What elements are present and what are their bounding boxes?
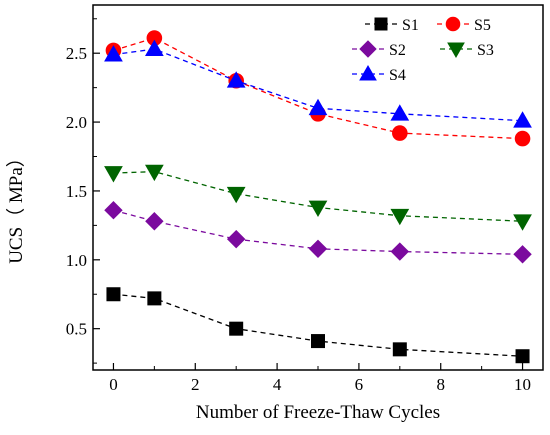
- y-tick-label: 1.5: [66, 182, 87, 201]
- series-line: [113, 48, 523, 122]
- circle-marker: [392, 125, 408, 141]
- triangle-up-marker: [104, 45, 123, 62]
- x-tick-label: 2: [191, 375, 200, 394]
- diamond-marker: [308, 239, 328, 258]
- diamond-marker: [390, 242, 410, 261]
- legend-item-s4: S4: [352, 64, 406, 84]
- series-s1: [106, 287, 530, 364]
- plot-frame: [92, 4, 544, 371]
- triangle-up-marker: [308, 98, 328, 116]
- legend-label: S1: [402, 17, 419, 34]
- legend-item-s1: S1: [365, 17, 419, 34]
- triangle-up-marker: [513, 111, 532, 128]
- y-axis-title: UCS（ MPa）: [5, 148, 27, 264]
- diamond-marker: [359, 40, 377, 58]
- y-tick-label: 2.5: [66, 44, 87, 63]
- triangle-down-marker: [513, 214, 532, 231]
- series-s4: [104, 39, 532, 128]
- diamond-marker: [226, 229, 246, 249]
- triangle-down-marker: [447, 42, 465, 59]
- legend-label: S2: [389, 42, 406, 59]
- triangle-up-marker: [359, 64, 377, 81]
- x-tick-label: 4: [273, 375, 282, 394]
- square-marker: [311, 334, 325, 349]
- series-line: [113, 37, 523, 140]
- series-line: [113, 209, 523, 255]
- legend-label: S4: [389, 67, 406, 84]
- square-marker: [392, 342, 407, 357]
- series-s5: [105, 30, 531, 147]
- triangle-up-marker: [145, 39, 164, 56]
- y-tick-label: 1.0: [66, 251, 87, 270]
- legend-label: S3: [477, 42, 494, 59]
- x-tick-label: 0: [109, 375, 118, 394]
- legend-item-s5: S5: [437, 16, 491, 34]
- legend-item-s2: S2: [352, 40, 406, 59]
- triangle-up-marker: [390, 104, 410, 121]
- y-tick-label: 2.0: [66, 113, 87, 132]
- square-marker: [374, 17, 388, 31]
- series-s2: [104, 201, 532, 264]
- x-tick-label: 8: [436, 375, 445, 394]
- axis-ticks: 0 2 4 6 8 10 0.5 1.0 1.5 2.0 2.5: [66, 18, 531, 394]
- diamond-marker: [513, 245, 532, 264]
- x-tick-label: 6: [355, 375, 364, 394]
- triangle-down-marker: [145, 164, 164, 182]
- legend-label: S5: [474, 17, 491, 34]
- square-marker: [106, 287, 121, 302]
- triangle-up-marker: [226, 71, 246, 88]
- legend: S1 S5 S2 S3 S4: [352, 16, 494, 84]
- square-marker: [147, 291, 162, 306]
- plot-area-border: [92, 4, 544, 371]
- square-marker: [229, 321, 244, 336]
- diamond-marker: [104, 201, 123, 220]
- circle-marker: [514, 130, 531, 147]
- series-layer: [104, 30, 532, 364]
- y-tick-label: 0.5: [66, 320, 87, 339]
- triangle-down-marker: [104, 166, 123, 183]
- x-tick-label: 10: [514, 375, 531, 394]
- series-s3: [104, 164, 532, 231]
- circle-marker: [445, 16, 461, 32]
- triangle-down-marker: [226, 186, 246, 204]
- square-marker: [515, 349, 530, 364]
- triangle-down-marker: [390, 208, 410, 226]
- legend-item-s3: S3: [440, 42, 494, 59]
- x-axis-title: Number of Freeze-Thaw Cycles: [196, 402, 440, 423]
- triangle-down-marker: [308, 200, 328, 217]
- diamond-marker: [145, 212, 164, 231]
